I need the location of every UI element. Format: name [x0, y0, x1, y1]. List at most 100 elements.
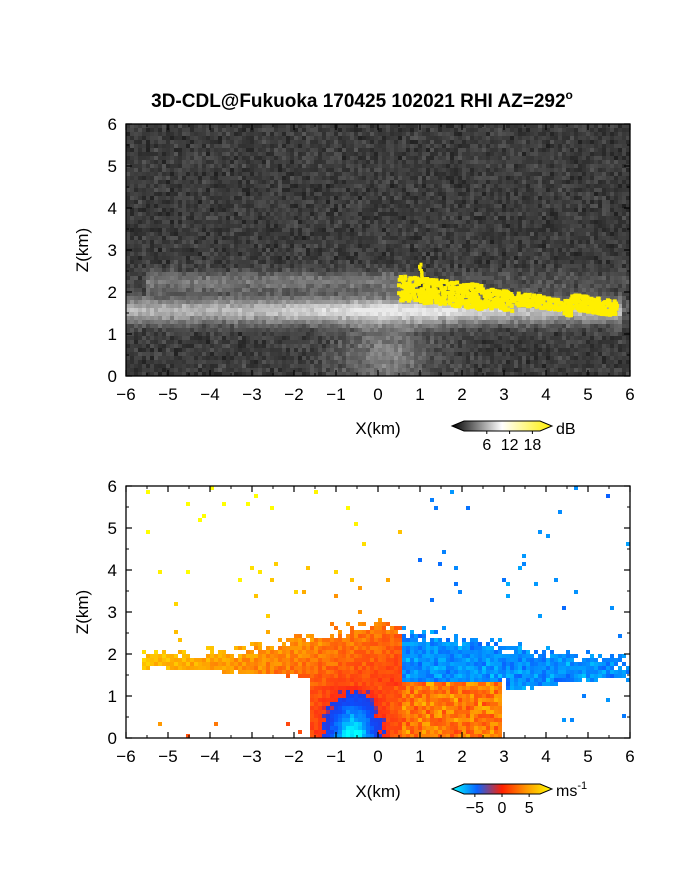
backscatter-cell: [150, 188, 154, 192]
backscatter-cell: [222, 204, 226, 208]
backscatter-cell: [182, 236, 186, 240]
backscatter-cell: [242, 260, 246, 264]
backscatter-cell: [378, 228, 382, 232]
backscatter-cell: [510, 188, 514, 192]
backscatter-cell: [562, 260, 566, 264]
backscatter-cell: [582, 132, 586, 136]
backscatter-cell: [310, 164, 314, 168]
backscatter-cell: [242, 228, 246, 232]
backscatter-cell: [270, 160, 274, 164]
backscatter-cell: [342, 184, 346, 188]
backscatter-cell: [302, 192, 306, 196]
backscatter-cell: [318, 216, 322, 220]
backscatter-cell: [418, 140, 422, 144]
backscatter-cell: [130, 240, 134, 244]
backscatter-cell: [258, 260, 262, 264]
backscatter-cell: [322, 244, 326, 248]
backscatter-cell: [178, 244, 182, 248]
backscatter-cell: [450, 192, 454, 196]
backscatter-cell: [470, 236, 474, 240]
backscatter-cell: [162, 172, 166, 176]
backscatter-cell: [546, 164, 550, 168]
backscatter-cell: [162, 252, 166, 256]
backscatter-cell: [338, 196, 342, 200]
backscatter-cell: [254, 140, 258, 144]
backscatter-cell: [214, 192, 218, 196]
backscatter-cell: [130, 200, 134, 204]
backscatter-cell: [242, 124, 246, 128]
backscatter-cell: [438, 256, 442, 260]
backscatter-cell: [210, 232, 214, 236]
backscatter-cell: [462, 264, 466, 268]
backscatter-cell: [338, 248, 342, 252]
backscatter-cell: [134, 144, 138, 148]
backscatter-cell: [182, 132, 186, 136]
backscatter-cell: [234, 220, 238, 224]
backscatter-cell: [514, 268, 518, 272]
backscatter-cell: [310, 228, 314, 232]
backscatter-cell: [470, 252, 474, 256]
backscatter-cell: [298, 228, 302, 232]
backscatter-cell: [618, 148, 622, 152]
backscatter-cell: [242, 168, 246, 172]
backscatter-cell: [566, 164, 570, 168]
backscatter-cell: [274, 268, 278, 272]
backscatter-cell: [510, 268, 514, 272]
backscatter-cell: [554, 192, 558, 196]
backscatter-cell: [534, 160, 538, 164]
backscatter-cell: [254, 200, 258, 204]
backscatter-cell: [462, 244, 466, 248]
backscatter-cell: [262, 256, 266, 260]
backscatter-cell: [354, 264, 358, 268]
backscatter-cell: [458, 260, 462, 264]
backscatter-cell: [442, 164, 446, 168]
backscatter-cell: [298, 124, 302, 128]
backscatter-cell: [546, 156, 550, 160]
backscatter-cell: [506, 172, 510, 176]
backscatter-cell: [566, 224, 570, 228]
backscatter-cell: [366, 200, 370, 204]
backscatter-cell: [214, 196, 218, 200]
backscatter-cell: [298, 260, 302, 264]
backscatter-cell: [562, 244, 566, 248]
backscatter-cell: [218, 272, 222, 276]
backscatter-cell: [210, 260, 214, 264]
backscatter-cell: [410, 176, 414, 180]
backscatter-cell: [450, 216, 454, 220]
backscatter-cell: [394, 160, 398, 164]
backscatter-cell: [350, 212, 354, 216]
backscatter-cell: [470, 184, 474, 188]
backscatter-cell: [546, 212, 550, 216]
backscatter-cell: [178, 148, 182, 152]
backscatter-cell: [326, 216, 330, 220]
backscatter-cell: [614, 160, 618, 164]
backscatter-cell: [146, 248, 150, 252]
backscatter-cell: [610, 196, 614, 200]
backscatter-cell: [538, 144, 542, 148]
backscatter-cell: [482, 204, 486, 208]
backscatter-cell: [454, 176, 458, 180]
backscatter-cell: [234, 188, 238, 192]
backscatter-cell: [570, 248, 574, 252]
backscatter-cell: [166, 224, 170, 228]
backscatter-cell: [258, 268, 262, 272]
backscatter-cell: [578, 180, 582, 184]
backscatter-cell: [518, 172, 522, 176]
backscatter-cell: [578, 144, 582, 148]
backscatter-cell: [554, 248, 558, 252]
backscatter-cell: [286, 200, 290, 204]
backscatter-cell: [146, 260, 150, 264]
backscatter-cell: [434, 212, 438, 216]
backscatter-cell: [558, 188, 562, 192]
backscatter-cell: [538, 184, 542, 188]
backscatter-cell: [506, 252, 510, 256]
backscatter-cell: [262, 212, 266, 216]
backscatter-cell: [542, 216, 546, 220]
backscatter-cell: [194, 252, 198, 256]
backscatter-cell: [474, 212, 478, 216]
backscatter-cell: [246, 176, 250, 180]
backscatter-cell: [554, 140, 558, 144]
backscatter-cell: [554, 236, 558, 240]
backscatter-cell: [142, 156, 146, 160]
backscatter-cell: [174, 180, 178, 184]
